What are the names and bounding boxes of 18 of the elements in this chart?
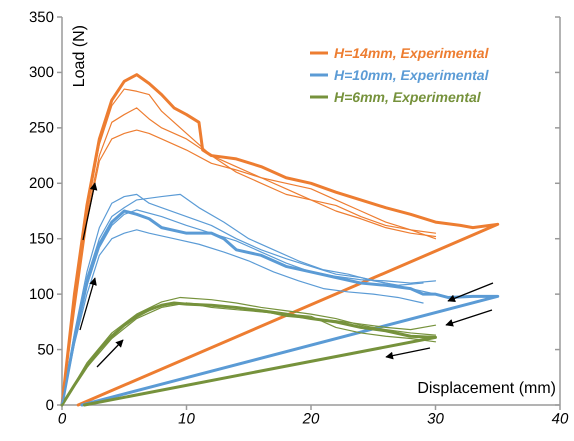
legend-label: H=10mm, Experimental: [334, 67, 490, 83]
x-tick-label: 30: [427, 410, 444, 428]
x-tick-label: 0: [58, 410, 67, 428]
y-axis-title: Load (N): [71, 25, 88, 88]
y-tick-label: 350: [28, 8, 54, 26]
x-axis-title: Displacement (mm): [417, 380, 556, 397]
y-tick-label: 200: [28, 175, 54, 192]
y-tick-label: 0: [46, 396, 54, 414]
y-tick-label: 250: [28, 120, 54, 137]
y-tick-label: 150: [28, 230, 54, 248]
x-tick-label: 10: [178, 410, 196, 428]
legend-label: H=14mm, Experimental: [334, 45, 490, 61]
y-tick-label: 50: [37, 341, 54, 358]
legend-label: H=6mm, Experimental: [334, 89, 482, 105]
x-tick-label: 40: [552, 410, 569, 428]
y-tick-label: 100: [28, 286, 54, 303]
x-tick-label: 20: [302, 410, 320, 428]
y-tick-label: 300: [28, 64, 54, 82]
